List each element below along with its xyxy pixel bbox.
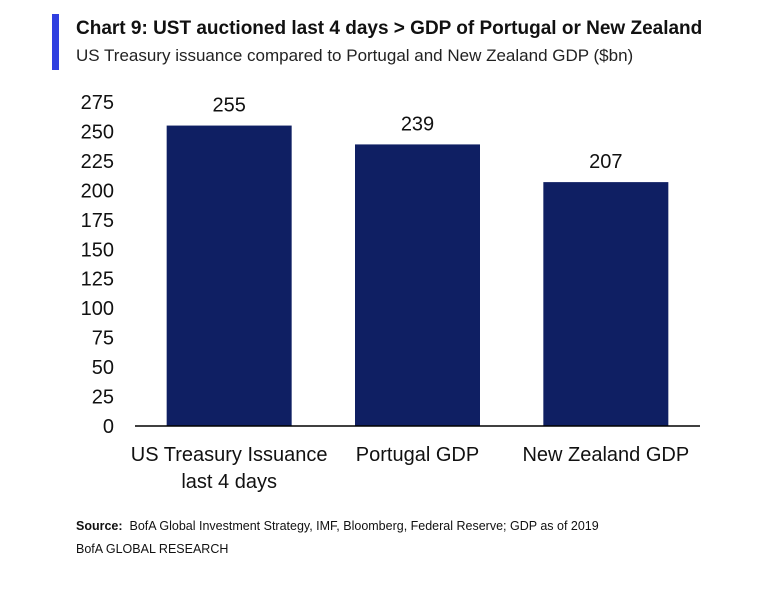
accent-bar: [52, 14, 59, 70]
y-tick-label: 200: [81, 180, 114, 202]
y-tick-label: 0: [103, 416, 114, 438]
data-label: 239: [401, 113, 434, 135]
source-text: BofA Global Investment Strategy, IMF, Bl…: [129, 519, 599, 533]
y-tick-label: 225: [81, 151, 114, 173]
y-tick-label: 250: [81, 121, 114, 143]
data-label: 207: [589, 151, 622, 173]
data-label: 255: [212, 95, 245, 117]
y-tick-label: 50: [92, 357, 114, 379]
x-tick-label: last 4 days: [181, 471, 277, 493]
source-note: Source: BofA Global Investment Strategy,…: [76, 519, 599, 533]
bar: [543, 182, 669, 426]
y-tick-label: 175: [81, 210, 114, 232]
y-tick-label: 25: [92, 387, 114, 409]
y-tick-label: 75: [92, 328, 114, 350]
source-label: Source:: [76, 519, 123, 533]
y-tick-label: 125: [81, 269, 114, 291]
chart-title: Chart 9: UST auctioned last 4 days > GDP…: [76, 18, 703, 39]
y-tick-label: 150: [81, 239, 114, 261]
y-tick-label: 100: [81, 298, 114, 320]
x-tick-label: Portugal GDP: [356, 444, 479, 466]
brand-footer: BofA GLOBAL RESEARCH: [76, 542, 229, 556]
bar: [355, 144, 480, 426]
bar: [166, 125, 292, 427]
chart-subtitle: US Treasury issuance compared to Portuga…: [76, 46, 634, 65]
x-tick-label: New Zealand GDP: [522, 444, 689, 466]
x-tick-label: US Treasury Issuance: [131, 444, 328, 466]
y-tick-label: 275: [81, 92, 114, 114]
